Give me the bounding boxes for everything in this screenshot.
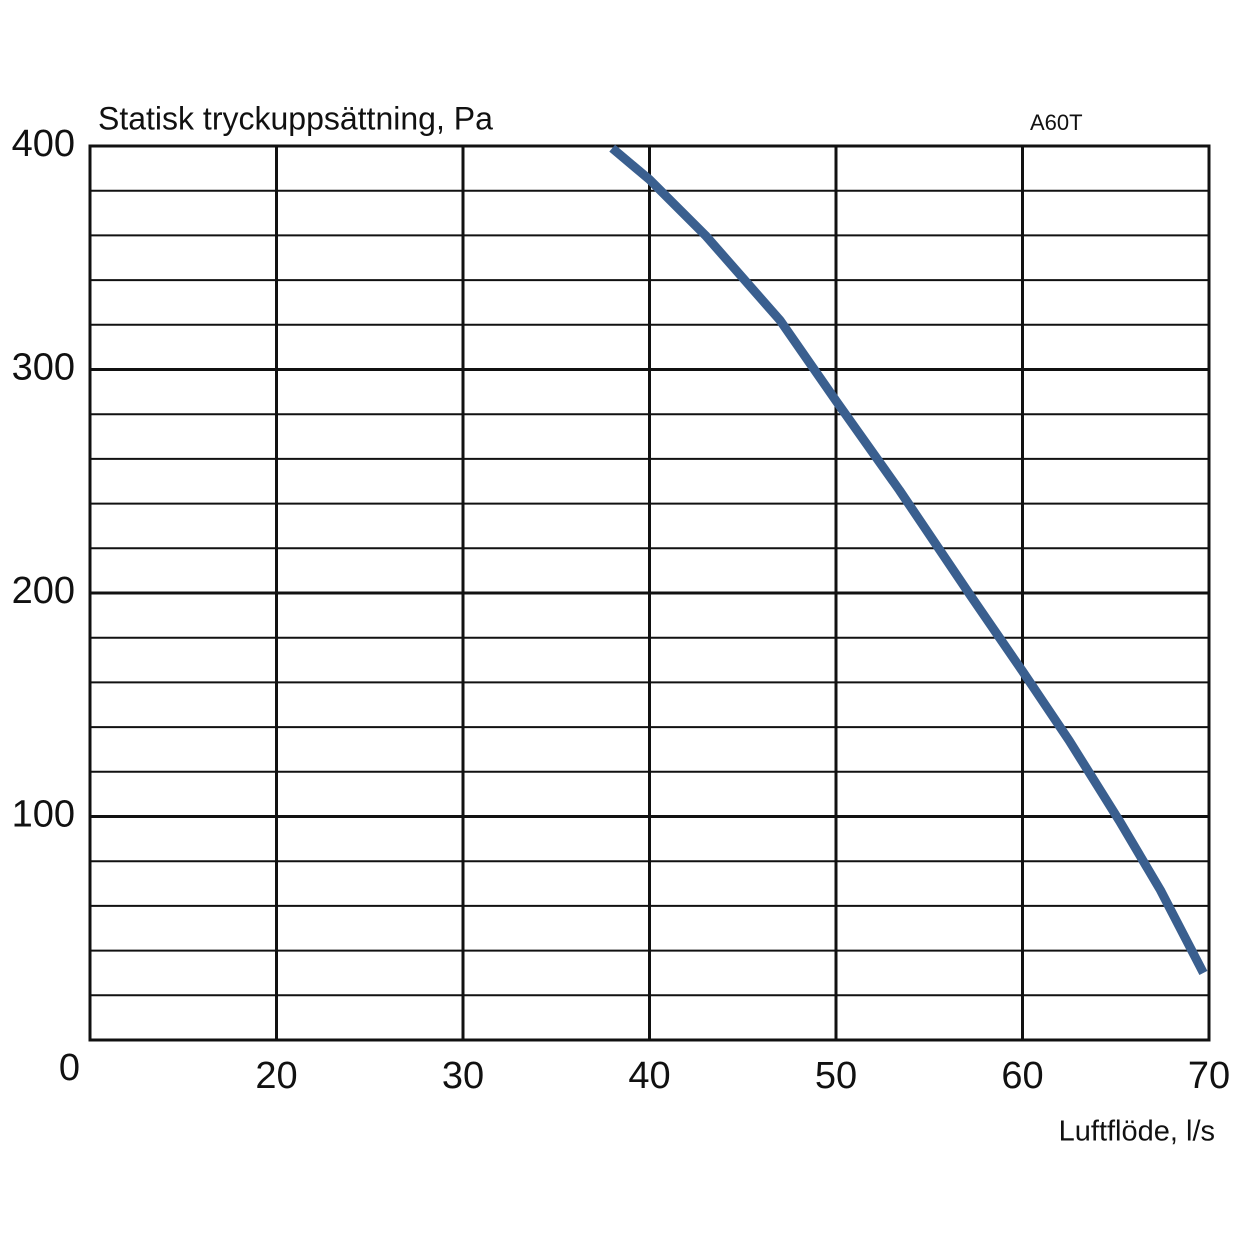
x-tick-label: 30 [442, 1055, 484, 1097]
y-tick-label: 0 [59, 1047, 80, 1089]
x-tick-label: 60 [1001, 1055, 1043, 1097]
x-axis-label: Luftflöde, l/s [1059, 1116, 1215, 1148]
y-tick-label: 100 [12, 794, 75, 836]
x-tick-label: 40 [628, 1055, 670, 1097]
y-axis-label: Statisk tryckuppsättning, Pa [98, 100, 493, 136]
y-tick-label: 300 [12, 347, 75, 389]
y-tick-label: 400 [12, 123, 75, 165]
annotation: A60T [1030, 110, 1083, 135]
y-tick-label: 200 [12, 570, 75, 612]
plot-frame [88, 144, 1211, 1042]
x-tick-label: 50 [815, 1055, 857, 1097]
x-tick-label: 20 [255, 1055, 297, 1097]
x-tick-label: 70 [1188, 1055, 1230, 1097]
curve [609, 144, 1208, 976]
